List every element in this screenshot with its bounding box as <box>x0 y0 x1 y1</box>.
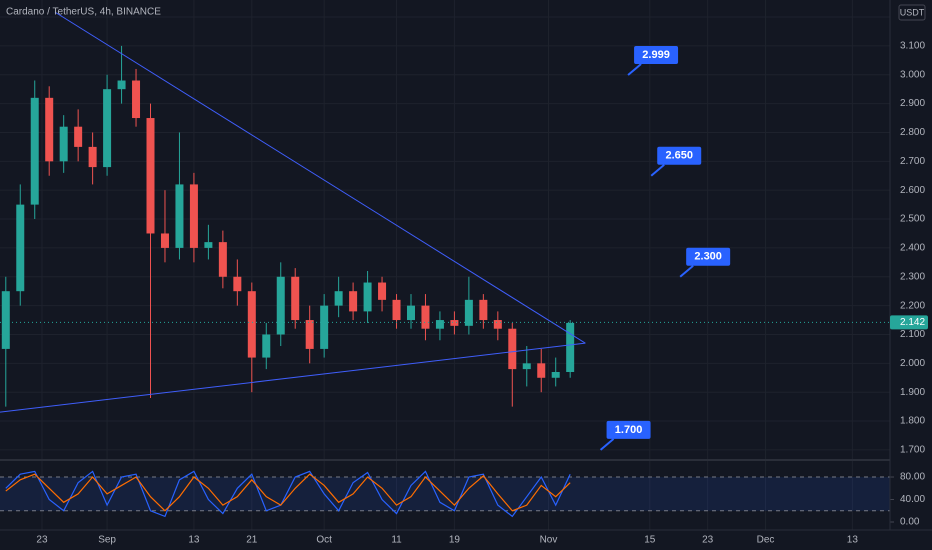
candle-body <box>305 320 314 349</box>
target-label: 2.999 <box>642 49 670 61</box>
x-tick-label: 11 <box>391 535 402 546</box>
candle-body <box>334 291 343 306</box>
candle-body <box>16 204 25 292</box>
last-price-label: 2.142 <box>900 317 925 328</box>
indicator-tick-label: 80.00 <box>900 472 925 483</box>
candle-body <box>218 242 227 277</box>
candle-body <box>189 184 198 248</box>
candle-body <box>74 126 83 147</box>
trendline <box>54 11 586 344</box>
x-tick-label: Dec <box>757 535 775 546</box>
last-price-tag <box>890 315 928 330</box>
indicator-tick-label: 40.00 <box>900 494 925 505</box>
x-tick-label: 23 <box>702 535 714 546</box>
y-tick-label: 1.700 <box>900 445 925 456</box>
indicator-tick-label: 0.00 <box>900 517 920 528</box>
candle-body <box>522 363 531 370</box>
x-tick-label: 19 <box>449 535 461 546</box>
candle-body <box>233 276 242 292</box>
candle-body <box>493 320 502 329</box>
x-tick-label: 21 <box>246 535 258 546</box>
target-box <box>606 420 651 439</box>
x-tick-label: 15 <box>644 535 656 546</box>
candle-body <box>117 80 126 90</box>
candle-body <box>175 184 184 248</box>
candle-body <box>247 291 256 358</box>
y-tick-label: 2.700 <box>900 156 925 167</box>
y-tick-label: 2.000 <box>900 358 925 369</box>
candle-body <box>537 363 546 378</box>
axes: 1.700 1.800 1.900 2.000 2.100 2.200 2.300 2.400… <box>36 12 928 546</box>
currency-box <box>898 4 926 21</box>
candle-body <box>59 126 68 162</box>
candle-body <box>450 320 459 326</box>
target-box <box>686 247 731 266</box>
y-tick-label: 2.900 <box>900 98 925 109</box>
candle-body <box>551 371 560 378</box>
target-label: 2.300 <box>694 251 722 263</box>
candle-body <box>464 299 473 326</box>
candle-body <box>204 242 213 248</box>
trendline <box>0 342 586 413</box>
y-tick-label: 3.000 <box>900 69 925 80</box>
target-label: 1.700 <box>615 424 643 436</box>
y-tick-label: 1.900 <box>900 387 925 398</box>
y-tick-label: 2.800 <box>900 127 925 138</box>
candle-body <box>349 291 358 312</box>
candle-body <box>479 299 488 321</box>
candle-body <box>435 320 444 329</box>
x-tick-label: 13 <box>188 535 200 546</box>
candle-body <box>276 276 285 335</box>
candle-body <box>363 282 372 312</box>
candle-body <box>291 276 300 321</box>
chart-title: Cardano / TetherUS, 4h, BINANCE <box>6 7 161 18</box>
plot: 2.999 2.650 2.300 1.700 <box>0 11 890 518</box>
y-tick-label: 2.500 <box>900 214 925 225</box>
candle-body <box>30 97 39 205</box>
candle-body <box>45 97 54 162</box>
y-tick-label: 2.400 <box>900 243 925 254</box>
indicator-line <box>5 470 571 518</box>
target-pointer <box>650 163 665 177</box>
y-tick-label: 2.200 <box>900 300 925 311</box>
candle-body <box>262 334 271 358</box>
candle-body <box>160 233 169 248</box>
candle-body <box>508 328 517 370</box>
candle-body <box>1 291 10 349</box>
candle-body <box>566 322 575 372</box>
candle-body <box>406 305 415 321</box>
y-tick-label: 2.300 <box>900 271 925 282</box>
candle-body <box>320 305 329 349</box>
target-box <box>657 146 702 165</box>
candle-body <box>88 146 97 168</box>
candle-body <box>146 118 155 234</box>
candle-body <box>421 305 430 329</box>
indicator-line <box>5 473 571 512</box>
y-tick-label: 3.100 <box>900 41 925 52</box>
candle-body <box>132 80 141 119</box>
y-tick-label: 2.600 <box>900 185 925 196</box>
y-tick-label: 1.800 <box>900 416 925 427</box>
y-tick-label: 2.100 <box>900 329 925 340</box>
target-pointer <box>627 63 642 76</box>
candle-body <box>392 299 401 321</box>
candle-body <box>378 282 387 300</box>
target-pointer <box>599 438 615 451</box>
x-tick-label: Oct <box>316 535 332 546</box>
candle-body <box>103 89 112 168</box>
x-tick-label: 23 <box>36 535 48 546</box>
x-tick-label: Nov <box>540 535 558 546</box>
target-box <box>634 46 679 65</box>
currency: USDT <box>900 7 925 17</box>
target-label: 2.650 <box>665 150 693 162</box>
x-tick-label: Sep <box>98 535 116 546</box>
target-pointer <box>679 264 694 278</box>
x-tick-label: 13 <box>847 535 859 546</box>
